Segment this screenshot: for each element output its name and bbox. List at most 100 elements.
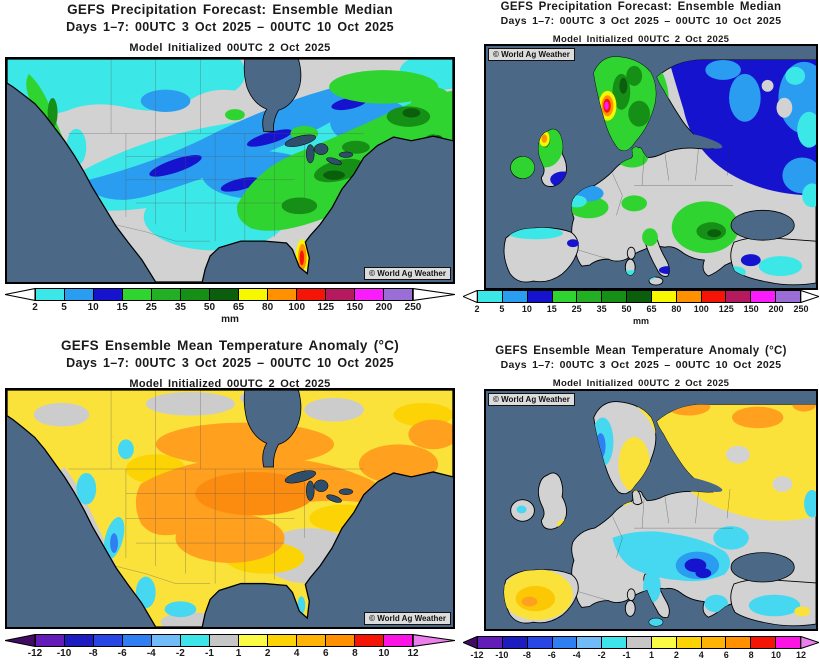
colorbar-segment (627, 291, 652, 302)
na-temp-map-svg (7, 390, 453, 627)
eu-precip-map-svg (486, 46, 816, 288)
colorbar-segment (36, 289, 65, 300)
panel-title: GEFS Precipitation Forecast: Ensemble Me… (67, 2, 393, 17)
model-init-line: Model Initialized 00UTC 2 Oct 2025 (129, 377, 331, 390)
colorbar-tick-labels: -12 -10 -8 -6 -4 -2 -1 1 2 4 6 8 10 12 (470, 650, 806, 662)
panel-temp-north-america: GEFS Ensemble Mean Temperature Anomaly (… (0, 333, 460, 666)
colorbar-segment (65, 289, 94, 300)
colorbar-tick: -8 (522, 650, 531, 660)
colorbar-tick: 125 (718, 304, 734, 314)
watermark-badge: © World Ag Weather (364, 267, 451, 280)
coastline (7, 390, 453, 627)
colorbar-tick: 8 (352, 648, 358, 659)
colorbar-tick: 10 (521, 304, 532, 314)
colorbar-unit-label: mm (632, 316, 649, 326)
colorbar-tick: -12 (27, 648, 43, 659)
temperature-shading (503, 401, 816, 627)
colorbar-precip-na: 2 5 10 15 25 35 50 65 80 100 125 150 200 250 mm (5, 288, 455, 325)
eu-temp-map-svg (486, 391, 816, 629)
colorbar-tick: 2 (673, 650, 679, 660)
colorbar-tick: -2 (175, 648, 185, 659)
colorbar-segment (651, 637, 677, 648)
great-lakes (284, 470, 354, 503)
colorbar-segment (776, 637, 800, 648)
colorbar-tick: 12 (407, 648, 419, 659)
norway-heavy-rain-spot (598, 90, 617, 121)
colorbar-segment (152, 635, 181, 646)
model-init-line: Model Initialized 00UTC 2 Oct 2025 (552, 33, 730, 45)
colorbar-row (463, 636, 819, 649)
colorbar-segment (326, 289, 355, 300)
colorbar-segment (297, 635, 326, 646)
map-temp-north-america: © World Ag Weather (5, 388, 455, 629)
colorbar-segment (701, 291, 727, 302)
colorbar-arrow-left (463, 290, 477, 303)
colorbar-tick-labels: 2 5 10 15 25 35 50 65 80 100 125 150 200 250 (32, 302, 421, 314)
colorbar-tick: -1 (622, 650, 631, 660)
state-borders (68, 59, 364, 242)
black-sea (730, 209, 795, 241)
colorbar-segment (726, 637, 752, 648)
colorbar-segment (577, 637, 603, 648)
colorbar-tick: -10 (495, 650, 509, 660)
panel-titles: GEFS Precipitation Forecast: Ensemble Me… (0, 2, 460, 55)
colorbar-tick: 250 (404, 302, 422, 313)
great-lakes (284, 134, 354, 166)
colorbar-tick: 50 (621, 304, 632, 314)
colorbar-segment (123, 289, 152, 300)
colorbar-tick: 35 (596, 304, 607, 314)
watermark-badge: © World Ag Weather (364, 612, 451, 625)
colorbar-tick: 2 (32, 302, 38, 313)
colorbar-segment (181, 635, 210, 646)
colorbar-segment (726, 291, 752, 302)
colorbar-tick: -6 (547, 650, 556, 660)
colorbar-segment (552, 637, 578, 648)
colorbar-temp-na: -12 -10 -8 -6 -4 -2 -1 1 2 4 6 8 10 12 (5, 634, 455, 660)
panel-title: GEFS Precipitation Forecast: Ensemble Me… (500, 1, 782, 13)
colorbar-arrow-right (801, 290, 819, 303)
country-borders (578, 488, 734, 601)
colorbar-tick: -6 (117, 648, 127, 659)
gulf-of-finland (674, 476, 723, 492)
colorbar-segment (676, 637, 702, 648)
colorbar-segment (123, 635, 152, 646)
colorbar-tick: 25 (571, 304, 582, 314)
colorbar-tick: 100 (288, 302, 306, 313)
colorbar-tick: -2 (597, 650, 606, 660)
colorbar-arrow-left (5, 288, 35, 301)
colorbar-segment (268, 289, 297, 300)
colorbar-tick: 12 (795, 650, 807, 660)
colorbar-tick: 10 (87, 302, 99, 313)
gulf-of-finland (674, 132, 723, 149)
colorbar-row (5, 288, 455, 301)
colorbar-tick: 35 (174, 302, 186, 313)
colorbar-tick: 6 (723, 650, 729, 660)
colorbar-segment (36, 635, 65, 646)
colorbar-segment (478, 637, 503, 648)
colorbar-segment (65, 635, 94, 646)
colorbar-tick: 5 (61, 302, 67, 313)
precipitation-shading (7, 59, 453, 273)
colorbar-tick: 80 (262, 302, 274, 313)
colorbar-segment (552, 291, 578, 302)
colorbar-segments (477, 636, 801, 649)
colorbar-segment (384, 635, 412, 646)
colorbar-tick: 15 (546, 304, 557, 314)
colorbar-row (5, 634, 455, 647)
colorbar-tick: 10 (378, 648, 390, 659)
colorbar-segment (326, 635, 355, 646)
colorbar-segment (384, 289, 412, 300)
colorbar-unit-label: mm (221, 314, 239, 325)
colorbar-tick: 1 (648, 650, 654, 660)
map-temp-europe: © World Ag Weather (484, 389, 818, 631)
colorbar-tick: 200 (375, 302, 393, 313)
colorbar-tick: -10 (56, 648, 72, 659)
colorbar-tick: 125 (317, 302, 335, 313)
watermark-badge: © World Ag Weather (488, 48, 575, 61)
panel-precip-europe: GEFS Precipitation Forecast: Ensemble Me… (462, 0, 820, 333)
colorbar-segment (239, 635, 268, 646)
panel-titles: GEFS Ensemble Mean Temperature Anomaly (… (0, 338, 460, 391)
colorbar-tick: 4 (293, 648, 300, 659)
colorbar-tick: 50 (203, 302, 216, 313)
